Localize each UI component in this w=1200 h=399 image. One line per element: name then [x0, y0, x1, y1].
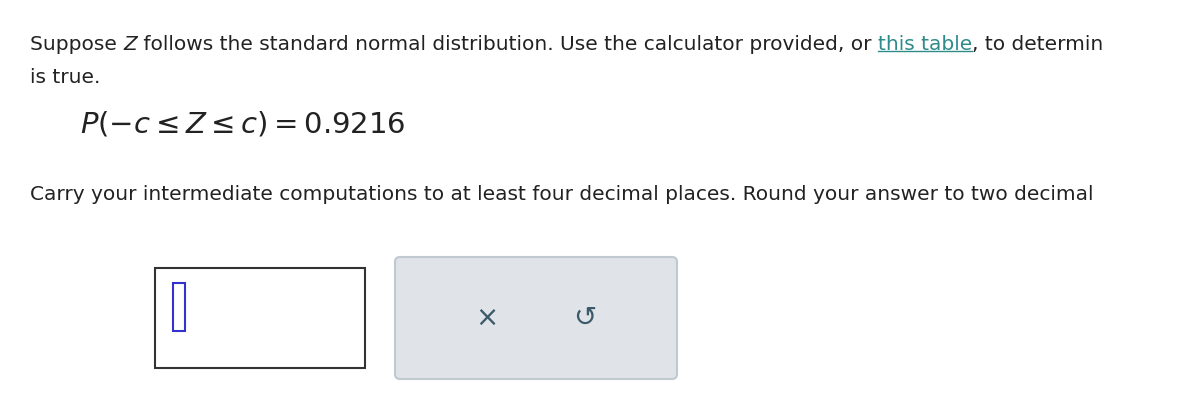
Text: is true.: is true. [30, 68, 101, 87]
Text: $P(-c \leq Z \leq c) = 0.9216$: $P(-c \leq Z \leq c) = 0.9216$ [80, 110, 406, 139]
Bar [173, 283, 185, 331]
FancyBboxPatch shape [395, 257, 677, 379]
Text: this table: this table [878, 35, 972, 54]
Text: ×: × [475, 304, 499, 332]
Bar [155, 268, 365, 368]
Text: Carry your intermediate computations to at least four decimal places. Round your: Carry your intermediate computations to … [30, 185, 1093, 204]
Text: Suppose: Suppose [30, 35, 124, 54]
Text: Z: Z [124, 35, 137, 54]
Text: , to determin: , to determin [972, 35, 1103, 54]
Text: ↺: ↺ [574, 304, 596, 332]
Text: follows the standard normal distribution. Use the calculator provided, or: follows the standard normal distribution… [137, 35, 878, 54]
